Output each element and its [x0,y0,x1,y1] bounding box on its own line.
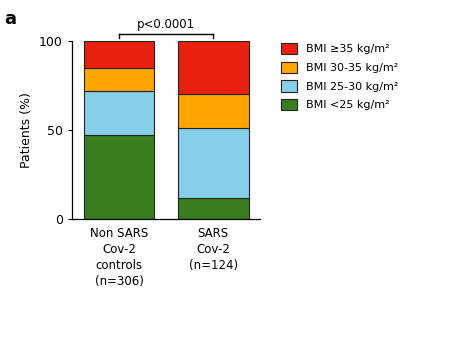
Bar [178,41,249,94]
Bar [84,41,154,68]
Bar [178,94,249,128]
Text: p<0.0001: p<0.0001 [137,18,195,31]
Text: a: a [4,10,17,28]
Bar [178,198,249,219]
Bar [84,135,154,219]
Legend: BMI ≥35 kg/m², BMI 30-35 kg/m², BMI 25-30 kg/m², BMI <25 kg/m²: BMI ≥35 kg/m², BMI 30-35 kg/m², BMI 25-3… [281,43,398,110]
Y-axis label: Patients (%): Patients (%) [20,92,33,168]
Bar [84,68,154,91]
Bar [178,128,249,198]
Bar [84,91,154,135]
